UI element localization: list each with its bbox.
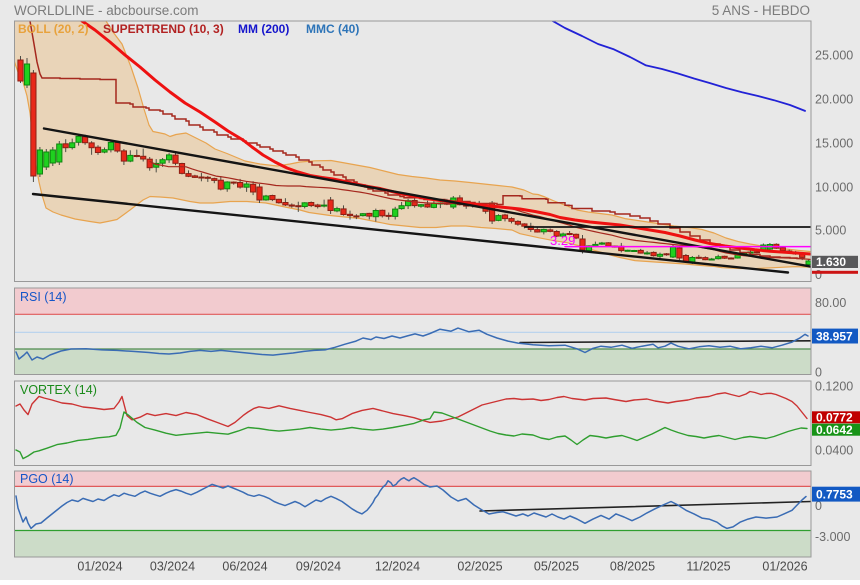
svg-text:01/2026: 01/2026 [762, 560, 807, 574]
svg-text:0.7753: 0.7753 [816, 488, 853, 502]
svg-text:15.000: 15.000 [815, 137, 853, 151]
svg-text:MMC (40): MMC (40) [306, 22, 359, 36]
svg-text:25.000: 25.000 [815, 49, 853, 63]
svg-text:0: 0 [815, 499, 822, 513]
svg-text:06/2024: 06/2024 [222, 560, 267, 574]
svg-text:BOLL (20, 2): BOLL (20, 2) [18, 22, 88, 36]
svg-text:38.957: 38.957 [816, 330, 853, 344]
svg-text:12/2024: 12/2024 [375, 560, 420, 574]
svg-text:0.1200: 0.1200 [815, 380, 853, 394]
svg-text:WORLDLINE - abcbourse.com: WORLDLINE - abcbourse.com [14, 3, 199, 18]
svg-text:11/2025: 11/2025 [686, 560, 730, 574]
svg-text:0.0642: 0.0642 [816, 423, 853, 437]
svg-text:VORTEX (14): VORTEX (14) [20, 383, 97, 397]
svg-text:MM (200): MM (200) [238, 22, 289, 36]
svg-text:02/2025: 02/2025 [457, 560, 502, 574]
svg-text:05/2025: 05/2025 [534, 560, 579, 574]
svg-text:RSI (14): RSI (14) [20, 290, 67, 304]
svg-text:09/2024: 09/2024 [296, 560, 341, 574]
svg-text:20.000: 20.000 [815, 93, 853, 107]
svg-text:08/2025: 08/2025 [610, 560, 655, 574]
svg-text:0.0772: 0.0772 [816, 411, 853, 425]
svg-text:01/2024: 01/2024 [77, 560, 122, 574]
svg-text:5.000: 5.000 [815, 224, 846, 238]
svg-text:5 ANS - HEBDO: 5 ANS - HEBDO [712, 3, 810, 18]
svg-text:PGO (14): PGO (14) [20, 472, 74, 486]
svg-text:-3.000: -3.000 [815, 530, 850, 544]
svg-text:03/2024: 03/2024 [150, 560, 195, 574]
svg-text:0: 0 [815, 268, 822, 282]
svg-text:10.000: 10.000 [815, 181, 853, 195]
svg-text:1.630: 1.630 [816, 255, 846, 269]
svg-text:0.0400: 0.0400 [815, 444, 853, 458]
svg-text:0: 0 [815, 366, 822, 380]
svg-text:SUPERTREND (10, 3): SUPERTREND (10, 3) [103, 22, 224, 36]
svg-text:3.29: 3.29 [550, 233, 575, 248]
svg-text:80.00: 80.00 [815, 296, 846, 310]
